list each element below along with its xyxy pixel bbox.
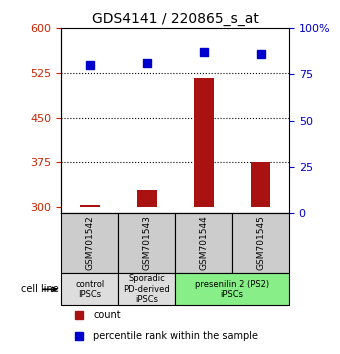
Text: percentile rank within the sample: percentile rank within the sample [93, 331, 258, 342]
Text: GSM701544: GSM701544 [199, 215, 208, 270]
Bar [137, 190, 157, 207]
Text: cell line: cell line [21, 284, 59, 294]
Text: GSM701545: GSM701545 [256, 215, 265, 270]
FancyBboxPatch shape [118, 213, 175, 273]
Text: presenilin 2 (PS2)
iPSCs: presenilin 2 (PS2) iPSCs [195, 280, 269, 299]
FancyBboxPatch shape [118, 273, 175, 305]
FancyBboxPatch shape [61, 213, 118, 273]
Text: GSM701542: GSM701542 [85, 215, 94, 270]
Bar [251, 162, 271, 207]
Text: count: count [93, 310, 121, 320]
Text: control
IPSCs: control IPSCs [75, 280, 104, 299]
FancyBboxPatch shape [175, 213, 232, 273]
Title: GDS4141 / 220865_s_at: GDS4141 / 220865_s_at [92, 12, 258, 26]
FancyBboxPatch shape [175, 273, 289, 305]
Text: GSM701543: GSM701543 [142, 215, 151, 270]
Bar [193, 78, 214, 207]
FancyBboxPatch shape [232, 213, 289, 273]
Text: Sporadic
PD-derived
iPSCs: Sporadic PD-derived iPSCs [123, 274, 170, 304]
Bar [80, 205, 100, 207]
FancyBboxPatch shape [61, 273, 118, 305]
